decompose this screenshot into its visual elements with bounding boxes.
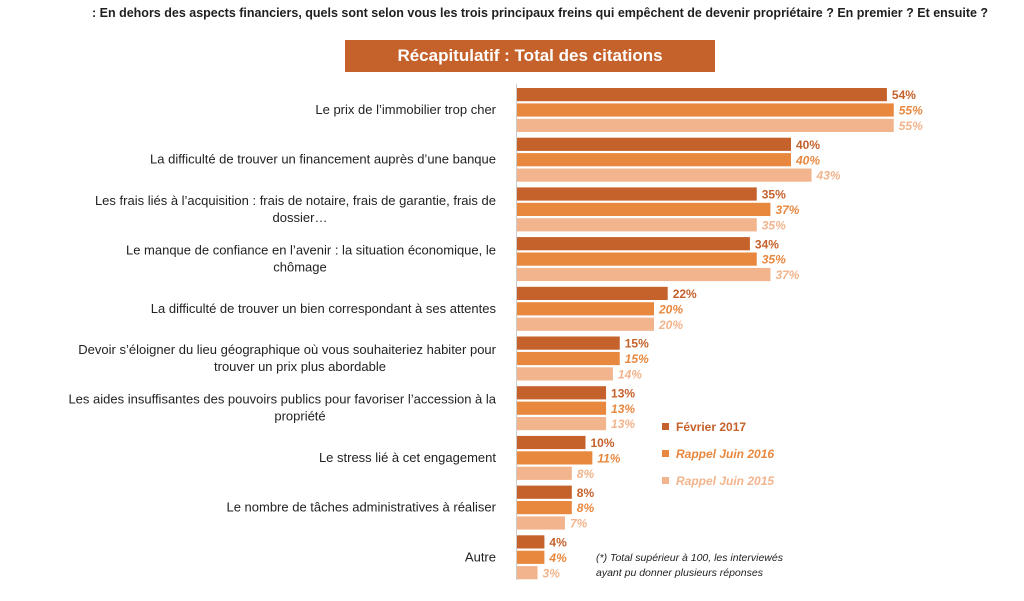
bar: [517, 187, 757, 201]
value-label: 37%: [775, 203, 799, 217]
category-label: La difficulté de trouver un financement …: [150, 152, 496, 167]
value-label: 8%: [577, 467, 595, 481]
category-labels-group: Le prix de l’immobilier trop cher La diff…: [68, 102, 496, 564]
value-label: 10%: [591, 436, 615, 450]
footnote-line-2: ayant pu donner plusieurs réponses: [596, 567, 763, 579]
value-label: 54%: [892, 88, 916, 102]
value-label: 13%: [611, 402, 635, 416]
legend-swatch: [662, 423, 669, 430]
bar: [517, 88, 887, 102]
bar: [517, 317, 654, 331]
category-label: propriété: [274, 409, 325, 424]
value-label: 22%: [673, 287, 697, 301]
value-label: 34%: [755, 237, 779, 251]
value-label: 14%: [618, 368, 642, 382]
category-label: chômage: [273, 260, 326, 275]
value-label: 3%: [543, 566, 561, 580]
bar: [517, 535, 545, 549]
bar: [517, 516, 565, 530]
value-label: 8%: [577, 486, 595, 500]
legend-swatch: [662, 477, 669, 484]
value-label: 8%: [577, 501, 595, 515]
bar: [517, 168, 812, 182]
value-label: 13%: [611, 386, 635, 400]
bar: [517, 501, 572, 515]
value-label: 37%: [775, 268, 799, 282]
category-label: Le nombre de tâches administratives à ré…: [226, 500, 496, 515]
bar: [517, 137, 791, 151]
bar: [517, 252, 757, 266]
chart-title: Récapitulatif : Total des citations: [345, 40, 715, 72]
value-label: 11%: [597, 452, 620, 466]
category-label: Le stress lié à cet engagement: [319, 450, 496, 465]
question-text: : En dehors des aspects financiers, quel…: [92, 6, 989, 20]
bar: [517, 451, 593, 465]
category-label: La difficulté de trouver un bien corresp…: [151, 301, 497, 316]
bar: [517, 401, 607, 415]
bar: [517, 351, 620, 366]
bar: [517, 417, 607, 431]
category-label: dossier…: [273, 210, 328, 225]
value-label: 15%: [625, 337, 649, 351]
value-label: 35%: [762, 188, 786, 202]
bar: [517, 336, 620, 350]
footnote: (*) Total supérieur à 100, les interview…: [596, 551, 856, 581]
bar: [517, 302, 654, 316]
category-label: trouver un prix plus abordable: [214, 359, 386, 374]
bars-group: 54%55%55%40%40%43%35%37%35%34%35%37%22%2…: [517, 88, 923, 580]
bar: [517, 367, 613, 381]
value-label: 4%: [549, 536, 567, 550]
legend: Février 2017 Rappel Juin 2016 Rappel Juin …: [662, 420, 774, 488]
value-label: 13%: [611, 417, 635, 431]
value-label: 15%: [625, 352, 649, 366]
category-label: Les frais liés à l’acquisition : frais d…: [95, 193, 496, 208]
legend-label: Février 2017: [676, 420, 746, 434]
bar: [517, 267, 771, 282]
value-label: 40%: [796, 138, 820, 152]
value-label: 4%: [548, 551, 567, 565]
value-label: 7%: [570, 517, 588, 531]
legend-swatch: [662, 450, 669, 457]
bar: [517, 466, 572, 480]
bar: [517, 485, 572, 499]
bar: [517, 218, 757, 232]
category-label: Le prix de l’immobilier trop cher: [315, 102, 496, 117]
category-label: Le manque de confiance en l’avenir : la …: [126, 243, 496, 258]
bar: [517, 103, 894, 117]
bar: [517, 286, 668, 300]
legend-label: Rappel Juin 2015: [676, 474, 774, 488]
bar: [517, 566, 538, 580]
bar: [517, 237, 750, 251]
category-label: Devoir s’éloigner du lieu géographique o…: [78, 342, 496, 357]
bar: [517, 202, 771, 216]
bar: [517, 435, 586, 450]
value-label: 35%: [762, 218, 786, 232]
bar: [517, 550, 545, 564]
value-label: 40%: [795, 153, 820, 167]
bar: [517, 386, 607, 400]
value-label: 20%: [658, 302, 683, 316]
value-label: 55%: [899, 104, 923, 118]
category-label: Les aides insuffisantes des pouvoirs pub…: [68, 392, 496, 407]
legend-label: Rappel Juin 2016: [676, 447, 774, 461]
value-label: 43%: [816, 169, 841, 183]
bar: [517, 153, 791, 167]
category-label: Autre: [465, 549, 496, 564]
value-label: 35%: [762, 253, 786, 267]
bar: [517, 118, 894, 132]
value-label: 20%: [658, 318, 683, 332]
value-label: 55%: [899, 119, 923, 133]
footnote-line-1: (*) Total supérieur à 100, les interview…: [596, 552, 783, 564]
